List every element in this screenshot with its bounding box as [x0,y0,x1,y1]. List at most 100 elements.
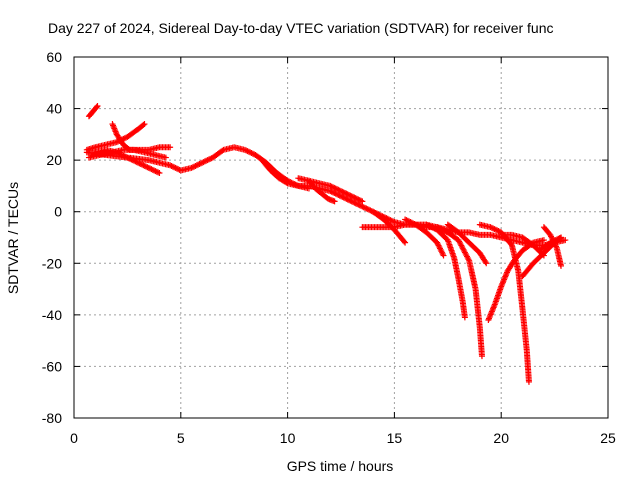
data-point [348,198,355,205]
data-point [94,102,101,109]
data-point [196,161,203,168]
series-track-16 [485,237,547,324]
data-point [438,226,445,233]
x-tick-label: 15 [387,430,403,446]
y-tick-label: -80 [42,410,62,426]
data-point [551,237,558,244]
data-point [331,190,338,197]
data-point [332,190,339,197]
data-point [327,188,334,195]
data-point [245,148,252,155]
data-point [219,147,226,154]
data-point [358,202,365,209]
series-track-8 [305,177,338,205]
data-point [388,217,395,224]
data-point [434,224,441,231]
data-point [390,218,397,225]
data-point [492,226,499,233]
data-point [356,202,363,209]
data-point [358,197,365,204]
data-point [348,193,355,200]
data-point [404,217,411,224]
data-point [156,170,163,177]
data-point [465,256,472,263]
data-point [328,183,335,190]
data-point [363,205,370,212]
data-point [338,193,344,200]
data-point [141,162,148,169]
data-point [344,191,351,198]
data-point [333,191,340,198]
data-point [201,158,208,165]
data-point [331,184,338,191]
data-point [491,226,498,233]
data-point [336,187,343,194]
data-point [327,182,334,189]
y-tick-label: -20 [42,255,62,271]
data-point [408,219,415,226]
data-points [83,102,569,385]
data-point [340,194,347,201]
data-point [431,225,438,232]
data-point [423,221,430,228]
data-point [356,197,363,204]
data-point [336,192,343,199]
data-point [548,239,555,246]
data-point [366,206,373,213]
data-point [204,157,211,164]
data-point [410,220,417,227]
data-point [507,241,514,248]
data-point [347,197,354,204]
data-point [554,236,561,243]
data-point [440,227,447,234]
data-point [387,217,394,224]
data-point [145,164,152,171]
data-point [558,234,565,241]
y-tick-label: 40 [46,101,62,117]
data-point [402,216,409,223]
data-point [144,164,151,171]
data-point [162,154,169,161]
data-point [188,164,195,171]
series-track-14 [444,221,490,267]
data-point [173,165,180,172]
data-point [329,184,336,191]
data-point [461,314,468,321]
data-point [143,163,150,170]
data-point [494,227,501,234]
data-point [151,167,158,174]
data-point [335,186,342,193]
data-point [172,164,179,171]
plot-frame [73,56,609,419]
data-point [205,156,212,163]
data-point [328,188,335,195]
data-point [352,195,359,202]
data-point [427,223,434,230]
data-point [121,135,128,142]
data-point [342,190,349,197]
series-track-11 [402,216,447,259]
data-point [340,189,347,196]
data-point [482,258,489,265]
data-point [562,237,569,244]
data-point [139,161,146,168]
data-point [346,197,353,204]
data-point [168,162,175,169]
data-point [495,228,502,235]
data-point [200,159,207,166]
data-point [171,164,178,171]
data-point [428,224,435,231]
data-point [343,190,350,197]
data-point [354,200,361,207]
data-point [140,162,147,169]
data-point [140,121,147,128]
data-point [558,262,565,269]
series-track-20 [536,234,565,254]
data-point [207,155,214,162]
data-point [247,149,254,156]
series-track-10 [370,208,409,246]
data-point [426,222,433,229]
data-point [333,186,340,193]
x-tick-label: 0 [70,430,78,446]
data-point [342,195,349,202]
